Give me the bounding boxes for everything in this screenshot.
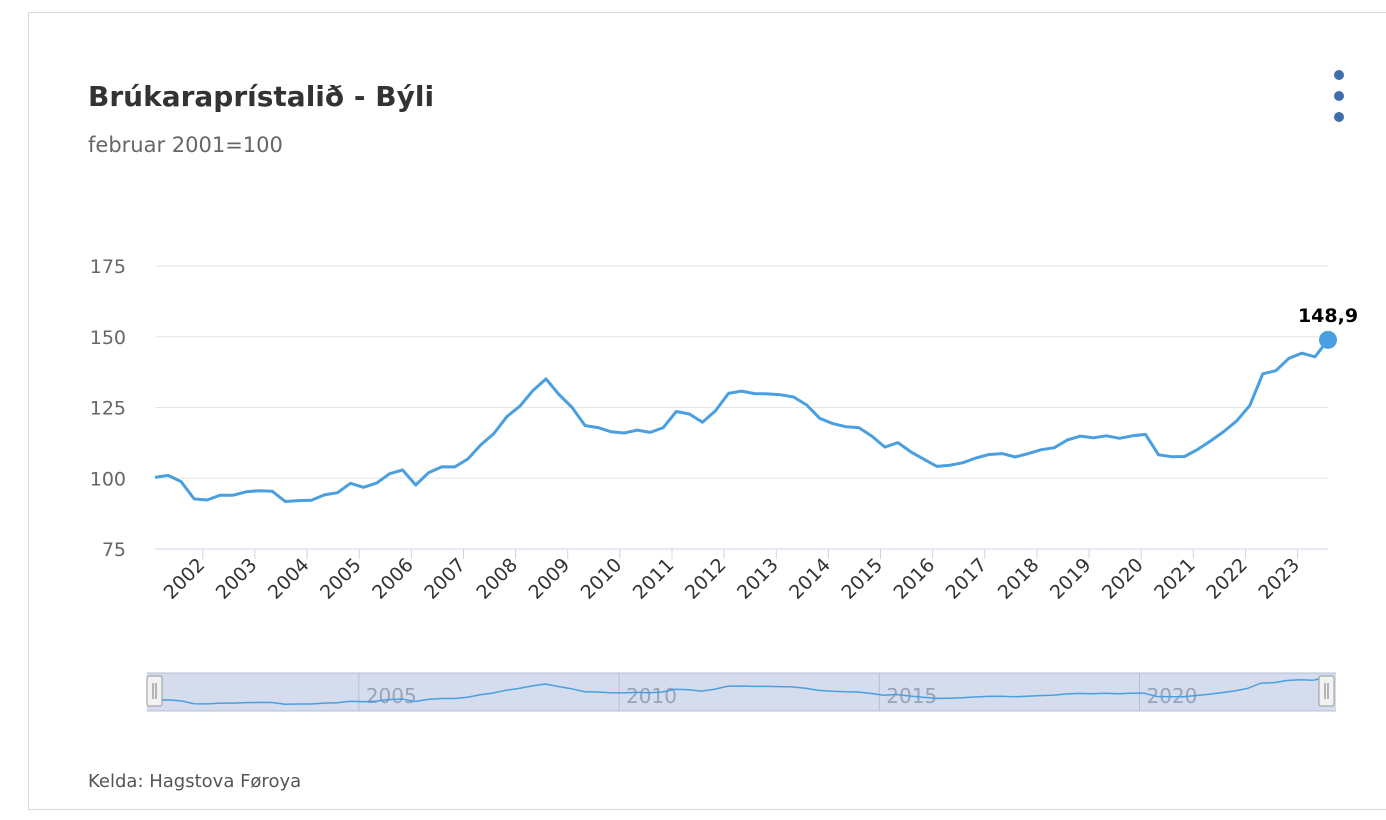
last-value-label: 148,9 bbox=[1298, 305, 1358, 327]
x-tick-label: 2018 bbox=[994, 554, 1044, 604]
x-tick-label: 2014 bbox=[785, 554, 835, 604]
x-tick-label: 2007 bbox=[420, 554, 470, 604]
navigator-selection bbox=[147, 673, 1336, 711]
navigator-handle-right[interactable] bbox=[1318, 675, 1335, 707]
chart-title: Brúkaraprístalið - Býli bbox=[88, 80, 435, 113]
y-tick-label: 175 bbox=[90, 256, 126, 278]
y-tick-label: 75 bbox=[102, 539, 126, 561]
y-tick-label: 125 bbox=[90, 398, 126, 420]
x-tick-label: 2002 bbox=[160, 554, 210, 604]
series-line bbox=[154, 338, 1330, 503]
menu-dot bbox=[1334, 70, 1344, 80]
x-tick-label: 2023 bbox=[1254, 554, 1304, 604]
chart-source: Kelda: Hagstova Føroya bbox=[88, 771, 302, 792]
last-data-point bbox=[1319, 330, 1337, 349]
x-tick-label: 2005 bbox=[316, 554, 366, 604]
x-tick-label: 2004 bbox=[264, 554, 314, 604]
menu-dot bbox=[1334, 112, 1344, 122]
menu-dot bbox=[1334, 91, 1344, 101]
x-tick-label: 2019 bbox=[1046, 554, 1096, 604]
x-tick-label: 2009 bbox=[525, 554, 575, 604]
x-tick-label: 2010 bbox=[577, 554, 627, 604]
y-tick-label: 100 bbox=[90, 468, 126, 490]
x-tick-label: 2022 bbox=[1202, 554, 1252, 604]
x-tick-label: 2003 bbox=[212, 554, 262, 604]
navigator-series-line bbox=[154, 676, 1327, 705]
more-vertical-icon[interactable] bbox=[1326, 66, 1352, 126]
x-tick-label: 2017 bbox=[942, 554, 992, 604]
x-tick-label: 2008 bbox=[472, 554, 522, 604]
x-tick-label: 2021 bbox=[1150, 554, 1200, 604]
x-tick-label: 2006 bbox=[368, 554, 418, 604]
x-tick-label: 2020 bbox=[1098, 554, 1148, 604]
x-tick-label: 2012 bbox=[681, 554, 731, 604]
navigator-label: 2010 bbox=[626, 684, 677, 708]
handle-body bbox=[146, 675, 163, 707]
handle-body bbox=[1318, 675, 1335, 707]
x-tick-label: 2016 bbox=[889, 554, 939, 604]
x-tick-label: 2013 bbox=[733, 554, 783, 604]
x-tick-label: 2011 bbox=[629, 554, 679, 604]
navigator-label: 2005 bbox=[366, 684, 417, 708]
chart-subtitle: februar 2001=100 bbox=[88, 133, 283, 157]
navigator-handle-left[interactable] bbox=[146, 675, 163, 707]
y-tick-label: 150 bbox=[90, 327, 126, 349]
x-tick-label: 2015 bbox=[837, 554, 887, 604]
